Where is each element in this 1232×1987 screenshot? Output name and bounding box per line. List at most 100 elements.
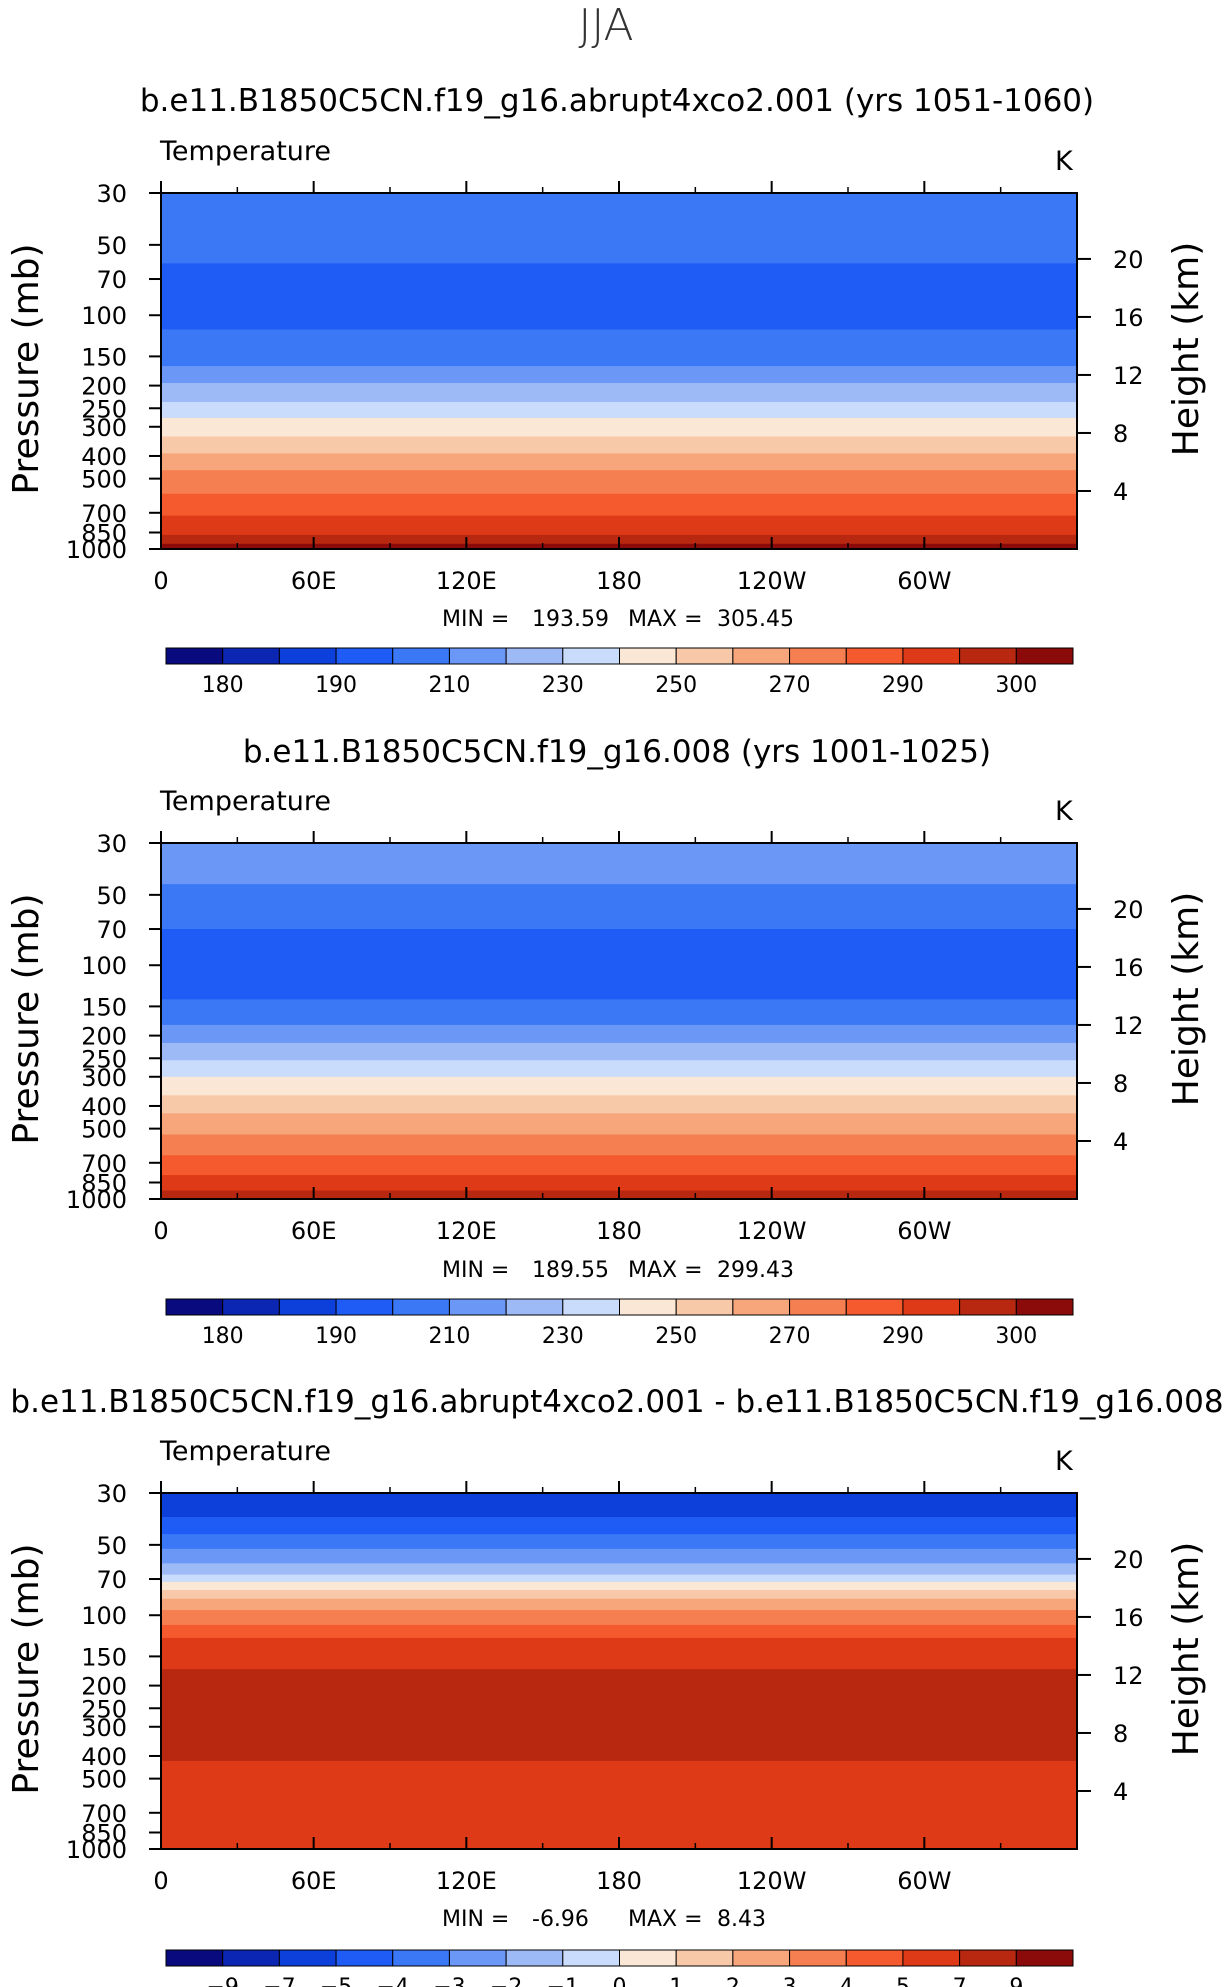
- max-label: MAX =: [628, 1258, 703, 1283]
- y-tick-label: 100: [81, 952, 127, 980]
- colorbar-cell: [392, 1298, 450, 1316]
- colorbar-tick-label: 9: [1009, 1975, 1023, 1987]
- height-tick-label: 16: [1113, 1604, 1144, 1632]
- x-tick-label: 60E: [291, 1867, 337, 1895]
- contour-band: [161, 1590, 1077, 1600]
- panel-title: b.e11.B1850C5CN.f19_g16.abrupt4xco2.001 …: [140, 83, 1094, 119]
- units-label: K: [1055, 1446, 1074, 1477]
- left-axis-title: Pressure (mb): [6, 1543, 47, 1794]
- colorbar-cell: [165, 647, 224, 665]
- min-value: 189.55: [532, 1258, 609, 1283]
- colorbar-cell: [448, 1298, 507, 1316]
- y-tick-label: 150: [81, 343, 127, 371]
- colorbar-tick-label: 270: [769, 673, 811, 698]
- max-label: MAX =: [628, 1907, 703, 1932]
- colorbar-cell: [902, 647, 961, 665]
- colorbar-tick-label: 180: [202, 673, 244, 698]
- colorbar-tick-label: 300: [995, 673, 1037, 698]
- contour-band: [161, 1155, 1077, 1176]
- right-axis-title: Height (km): [1166, 242, 1207, 456]
- contour-band: [161, 1095, 1077, 1114]
- colorbar-cell: [562, 1298, 620, 1316]
- variable-label: Temperature: [159, 1436, 331, 1467]
- y-tick-label: 150: [81, 1643, 127, 1671]
- y-tick-label: 400: [81, 1093, 127, 1121]
- colorbar-cell: [448, 1949, 507, 1967]
- y-tick-label: 100: [81, 1602, 127, 1630]
- colorbar-tick-label: 0: [613, 1975, 627, 1987]
- panel-title: b.e11.B1850C5CN.f19_g16.abrupt4xco2.001 …: [10, 1384, 1223, 1420]
- y-tick-label: 700: [81, 500, 127, 528]
- contour-band: [161, 1534, 1077, 1550]
- y-tick-label: 850: [81, 1820, 127, 1848]
- contour-band: [161, 1760, 1077, 1850]
- panel-1: b.e11.B1850C5CN.f19_g16.abrupt4xco2.001 …: [6, 83, 1207, 698]
- y-tick-label: 50: [96, 232, 127, 260]
- colorbar-tick-label: −3: [433, 1975, 465, 1987]
- y-tick-label: 200: [81, 1673, 127, 1701]
- x-tick-label: 60W: [897, 1867, 951, 1895]
- contour-band: [161, 1637, 1077, 1670]
- colorbar-cell: [732, 647, 791, 665]
- colorbar-tick-label: −1: [547, 1975, 579, 1987]
- y-tick-label: 70: [96, 266, 127, 294]
- colorbar-cell: [789, 1298, 847, 1316]
- contour-band: [161, 1563, 1077, 1576]
- x-tick-label: 120W: [737, 1867, 807, 1895]
- y-tick-label: 500: [81, 1766, 127, 1794]
- colorbar-cell: [392, 1949, 450, 1967]
- y-tick-label: 300: [81, 414, 127, 442]
- colorbar-tick-label: 210: [428, 673, 470, 698]
- height-tick-label: 8: [1113, 1070, 1128, 1098]
- colorbar-cell: [1015, 1298, 1074, 1316]
- y-tick-label: 250: [81, 1045, 127, 1073]
- y-tick-label: 50: [96, 882, 127, 910]
- y-tick-label: 700: [81, 1150, 127, 1178]
- y-tick-label: 200: [81, 373, 127, 401]
- contour-band: [161, 1610, 1077, 1626]
- y-tick-label: 70: [96, 1566, 127, 1594]
- colorbar-cell: [222, 1298, 280, 1316]
- colorbar-tick-label: −9: [206, 1975, 238, 1987]
- contour-band: [161, 329, 1077, 367]
- contour-band: [161, 843, 1077, 885]
- colorbar-tick-label: 230: [542, 673, 584, 698]
- height-tick-label: 12: [1113, 1662, 1144, 1690]
- y-tick-label: 150: [81, 993, 127, 1021]
- y-tick-label: 400: [81, 443, 127, 471]
- variable-label: Temperature: [159, 786, 331, 817]
- x-tick-label: 60E: [291, 567, 337, 595]
- colorbar-cell: [675, 1949, 734, 1967]
- left-axis-title: Pressure (mb): [6, 893, 47, 1144]
- contour-band: [161, 193, 1077, 264]
- colorbar-tick-label: 2: [726, 1975, 740, 1987]
- contour-band: [161, 884, 1077, 930]
- x-tick-label: 180: [596, 1867, 642, 1895]
- colorbar-cell: [165, 1949, 224, 1967]
- colorbar-tick-label: 290: [882, 673, 924, 698]
- colorbar-cell: [619, 647, 677, 665]
- y-tick-label: 30: [96, 830, 127, 858]
- y-tick-label: 1000: [66, 1836, 127, 1864]
- colorbar-cell: [732, 1949, 791, 1967]
- colorbar-tick-label: 250: [655, 673, 697, 698]
- contour-band: [161, 1024, 1077, 1044]
- x-tick-label: 120E: [436, 567, 497, 595]
- y-tick-label: 50: [96, 1532, 127, 1560]
- min-label: MIN =: [442, 607, 509, 632]
- colorbar-cell: [278, 1298, 337, 1316]
- contour-band: [161, 999, 1077, 1026]
- y-tick-label: 30: [96, 1480, 127, 1508]
- colorbar-cell: [959, 1949, 1017, 1967]
- y-tick-label: 250: [81, 1695, 127, 1723]
- right-axis-title: Height (km): [1166, 892, 1207, 1106]
- y-tick-label: 300: [81, 1714, 127, 1742]
- colorbar-cell: [1015, 1949, 1074, 1967]
- y-tick-label: 300: [81, 1064, 127, 1092]
- x-tick-label: 0: [153, 1217, 168, 1245]
- height-tick-label: 20: [1113, 896, 1144, 924]
- contour-band: [161, 1113, 1077, 1136]
- colorbar-cell: [845, 647, 904, 665]
- colorbar-tick-label: 190: [315, 1324, 357, 1349]
- min-label: MIN =: [442, 1258, 509, 1283]
